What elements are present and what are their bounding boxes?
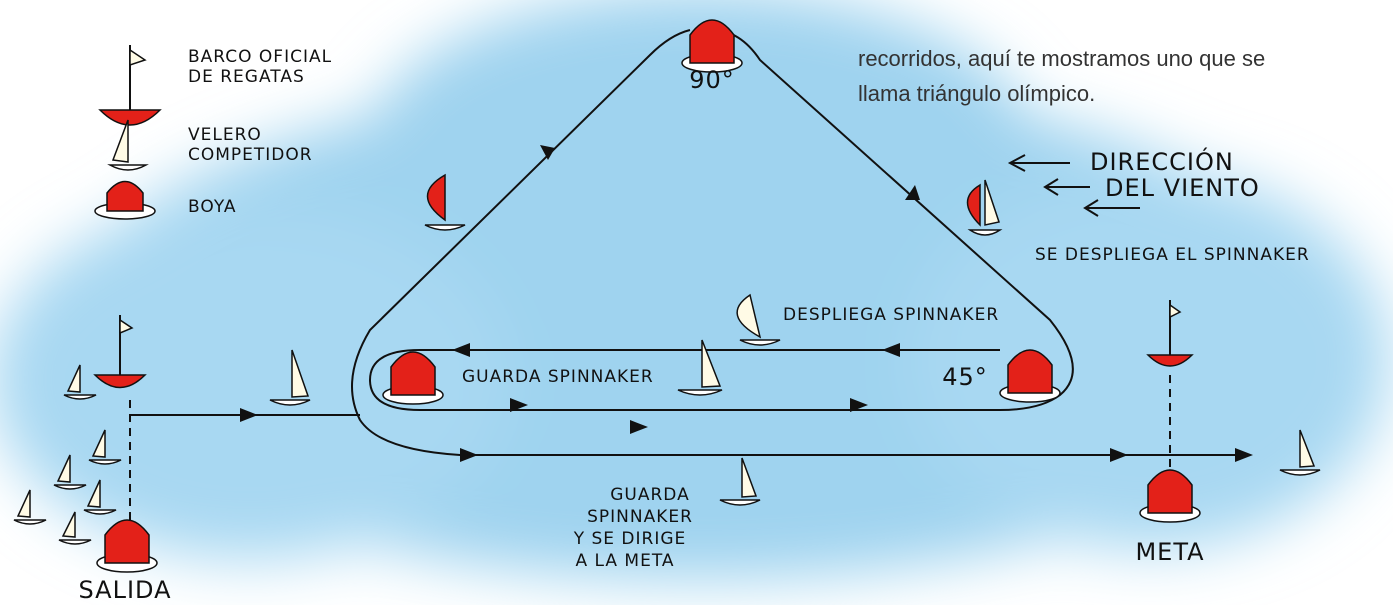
diagram: recorridos, aquí te mostramos uno que se…: [0, 0, 1393, 605]
annotation: DESPLIEGA SPINNAKER: [783, 305, 999, 325]
annotation: Y SE DIRIGE: [573, 529, 687, 549]
legend-label: DE REGATAS: [188, 67, 305, 87]
wind-label: DEL VIENTO: [1105, 174, 1260, 202]
legend-label: BOYA: [188, 197, 237, 217]
annotation: GUARDA SPINNAKER: [462, 367, 654, 387]
annotation: A LA META: [575, 551, 674, 571]
finish-label: META: [1135, 538, 1204, 566]
intro-line: recorridos, aquí te mostramos uno que se: [858, 46, 1265, 71]
annotation: GUARDA: [610, 485, 689, 505]
angle-label: 45°: [942, 363, 988, 391]
wind-label: DIRECCIÓN: [1090, 146, 1234, 176]
annotation: SE DESPLIEGA EL SPINNAKER: [1035, 245, 1310, 265]
start-label: SALIDA: [78, 576, 171, 604]
angle-label: 90°: [689, 66, 735, 94]
legend-label: COMPETIDOR: [188, 145, 313, 165]
intro-line: llama triángulo olímpico.: [858, 81, 1095, 106]
legend-label: VELERO: [188, 125, 262, 145]
legend-label: BARCO OFICIAL: [188, 47, 332, 67]
annotation: SPINNAKER: [587, 507, 693, 527]
